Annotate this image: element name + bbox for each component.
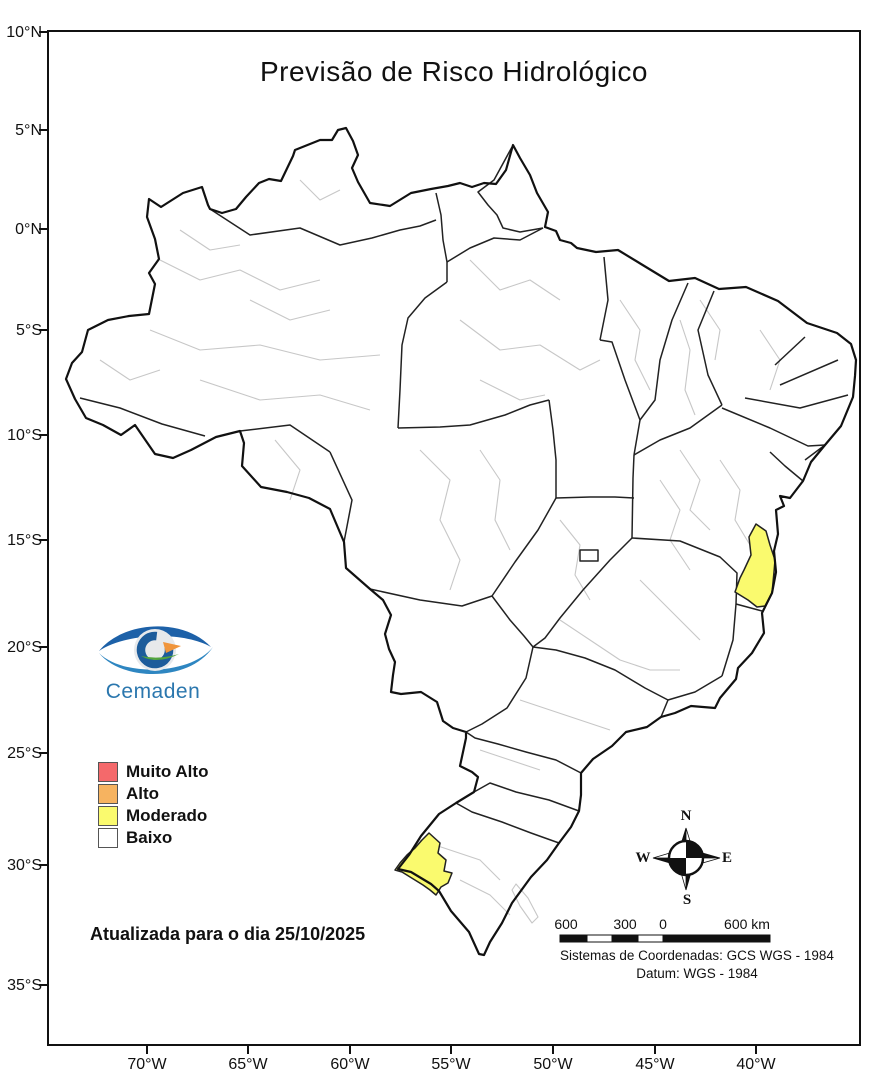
lon-label-45w: 45°W [635,1056,675,1073]
lat-label-10n: 10°N [6,24,42,41]
axis-tick-marks [39,31,757,1054]
lon-label-50w: 50°W [533,1056,573,1073]
compass-east-label: E [721,850,732,866]
legend-swatch-moderado [98,806,118,826]
compass-rose [652,827,721,891]
lat-label-15s: 15°S [7,532,42,549]
brazil-landmass [66,128,856,955]
scale-label-600-km: 600 km [724,916,770,932]
map-frame [47,30,861,1046]
risk-regions [394,523,776,896]
map-title: Previsão de Risco Hidrológico [259,56,648,87]
legend-label-baixo: Baixo [126,828,173,847]
lat-label-10s: 10°S [7,427,42,444]
lon-label-55w: 55°W [431,1056,471,1073]
lat-label-5s: 5°S [16,322,42,339]
crs-line2: Datum: WGS - 1984 [636,966,758,981]
legend-swatch-muito-alto [98,762,118,782]
legend-swatch-alto [98,784,118,804]
update-note: Atualizada para o dia 25/10/2025 [90,924,366,944]
legend-label-alto: Alto [126,784,160,803]
crs-line1: Sistemas de Coordenadas: GCS WGS - 1984 [560,948,834,963]
compass-north-label: N [680,808,692,824]
risk-region-southwest-rio-grande-do-sul [394,832,453,896]
compass-west-label: W [635,850,651,866]
compass-south-label: S [682,892,692,908]
lat-label-20s: 20°S [7,639,42,656]
legend-label-moderado: Moderado [126,806,208,825]
lon-label-60w: 60°W [330,1056,370,1073]
legend-label-muito-alto: Muito Alto [126,762,209,781]
risk-region-coastal-southern-bahia [734,523,776,608]
lon-label-40w: 40°W [736,1056,776,1073]
lon-label-70w: 70°W [127,1056,167,1073]
legend-swatch-baixo [98,828,118,848]
lat-label-5n: 5°N [15,122,42,139]
lat-label-25s: 25°S [7,745,42,762]
cemaden-logo-icon [99,626,213,675]
scale-label-600-left: 600 [554,916,578,932]
scale-label-300: 300 [613,916,637,932]
state-boundaries [79,146,849,844]
lat-label-0n: 0°N [15,221,42,238]
scale-bar [559,934,771,943]
lat-label-30s: 30°S [7,857,42,874]
lat-label-35s: 35°S [7,977,42,994]
brazil-outline [64,126,858,957]
scale-label-0: 0 [659,916,667,932]
lon-label-65w: 65°W [228,1056,268,1073]
cemaden-wordmark: Cemaden [105,680,201,703]
